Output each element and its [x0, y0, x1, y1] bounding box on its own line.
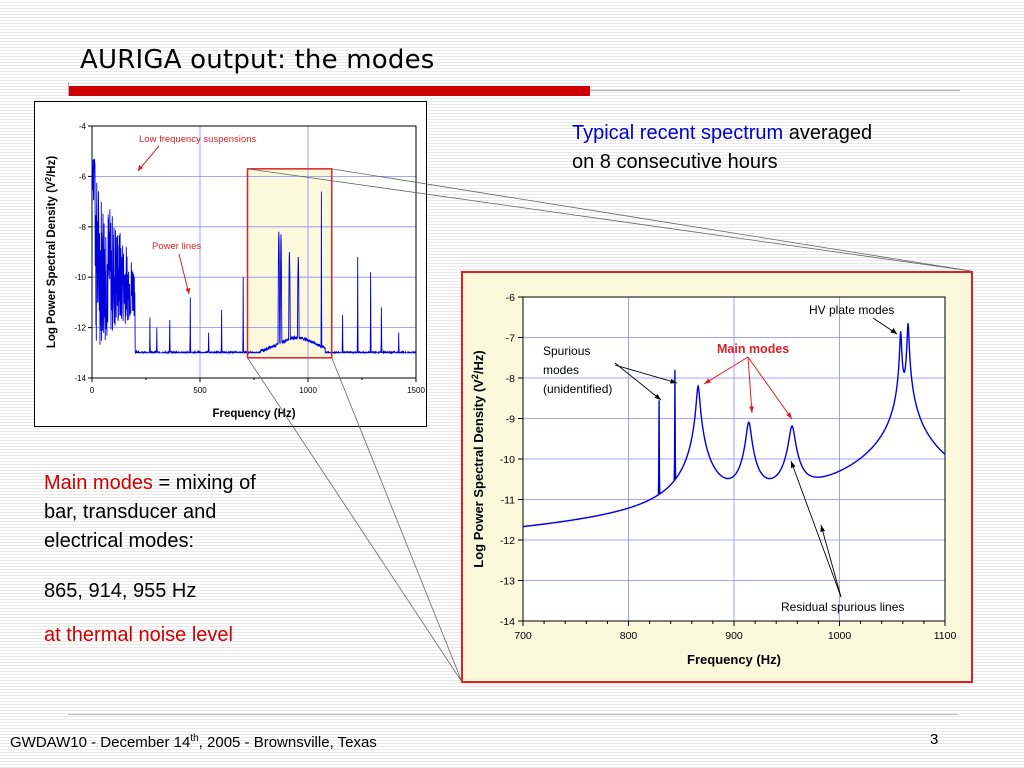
- title-underline-red: [68, 86, 590, 96]
- overview-ytick-label: -10: [74, 273, 86, 282]
- zoom-ytick-label: -13: [500, 576, 515, 588]
- overview-xtick-label: 1000: [299, 386, 317, 395]
- annotation-residual-arrowhead: [820, 525, 826, 532]
- footer-prefix: GWDAW10 - December 14: [10, 734, 191, 751]
- annotation-low-frequency-arrowhead: [138, 165, 143, 171]
- zoom-ytick-label: -7: [506, 333, 515, 345]
- annotation-main-modes-arrow: [747, 356, 793, 420]
- zoom-chart: 700 800 900 1000 1100 -6 -7 -8 -9 -10 -11 -12 -13 -14…: [461, 271, 973, 683]
- annotation-residual: Residual spurious lines: [781, 600, 904, 614]
- main-modes-line3: electrical modes:: [44, 530, 195, 552]
- spectrum-note: Typical recent spectrum averaged on 8 co…: [572, 119, 992, 177]
- zoom-xtick-label: 900: [725, 630, 743, 642]
- annotation-spurious: Spurious: [543, 344, 590, 358]
- overview-ytick-label: -6: [79, 172, 87, 181]
- annotation-main-modes-arrow: [747, 356, 753, 414]
- zoom-ytick-label: -8: [506, 373, 515, 385]
- annotation-spurious: (unidentified): [543, 382, 612, 396]
- main-modes-description: Main modes = mixing of bar, transducer a…: [44, 469, 344, 556]
- annotation-residual-arrowhead: [791, 461, 796, 468]
- zoom-ytick-label: -11: [501, 495, 516, 507]
- title-underline-gray: [590, 90, 960, 91]
- zoom-xtick-label: 700: [514, 630, 532, 642]
- annotation-hv-plate: HV plate modes: [809, 303, 894, 317]
- footer-sup: th: [190, 733, 199, 744]
- connector-top-right: [331, 168, 972, 272]
- zoom-xtick-label: 1000: [828, 630, 852, 642]
- annotation-low-frequency: Low frequency suspensions: [139, 134, 256, 145]
- zoom-xtick-label: 1100: [934, 630, 957, 642]
- main-modes-freqs: 865, 914, 955 Hz: [44, 580, 197, 602]
- annotation-power-lines-arrow: [178, 253, 190, 295]
- page-number: 3: [930, 731, 939, 748]
- zoom-ytick-label: -12: [500, 535, 515, 547]
- zoom-spectrum-line: [522, 323, 946, 528]
- footer-text: GWDAW10 - December 14th, 2005 - Brownsvi…: [10, 733, 377, 751]
- annotation-spurious-arrowhead: [670, 378, 677, 384]
- footer-divider: [68, 714, 958, 715]
- annotation-low-frequency-arrow: [137, 145, 160, 172]
- annotation-main-modes-arrowhead: [786, 412, 792, 419]
- annotation-spurious-arrowhead: [654, 394, 661, 400]
- overview-ytick-label: -14: [74, 374, 86, 383]
- overview-xtick-label: 0: [90, 386, 95, 395]
- annotation-main-modes-arrowhead: [749, 406, 754, 413]
- spectrum-note-blue: Typical recent spectrum: [572, 122, 784, 144]
- main-modes-line2: bar, transducer and: [44, 501, 217, 523]
- annotation-main-modes-arrowhead: [704, 378, 711, 384]
- zoom-xtick-label: 800: [620, 630, 638, 642]
- overview-ytick-label: -8: [79, 223, 87, 232]
- zoom-ytick-label: -10: [500, 454, 515, 466]
- annotation-main-modes-arrow: [703, 356, 749, 385]
- annotation-spurious: modes: [543, 363, 579, 377]
- annotation-spurious-arrow: [614, 364, 678, 384]
- annotation-power-lines: Power lines: [152, 241, 201, 252]
- spectrum-note-rest: averaged: [783, 122, 873, 144]
- overview-xlabel: Frequency (Hz): [212, 408, 295, 420]
- main-modes-red: Main modes: [44, 472, 153, 494]
- annotation-residual-arrow: [820, 524, 842, 598]
- main-modes-rest: = mixing of: [152, 472, 256, 494]
- annotation-power-lines-arrowhead: [185, 288, 191, 294]
- spectrum-note-line2: on 8 consecutive hours: [572, 151, 778, 173]
- thermal-noise-text: at thermal noise level: [44, 624, 233, 646]
- annotation-main-modes: Main modes: [717, 342, 789, 356]
- overview-ytick-label: -12: [74, 324, 86, 333]
- overview-xtick-label: 1500: [407, 386, 425, 395]
- overview-spectrum-line: [91, 156, 417, 355]
- annotation-residual-arrow: [790, 460, 842, 598]
- slide-title: AURIGA output: the modes: [80, 45, 435, 75]
- annotation-hv-plate-arrowhead: [890, 328, 897, 334]
- overview-ylabel: Log Power Spectral Density (V2/Hz): [44, 156, 58, 349]
- footer-suffix: , 2005 - Brownsville, Texas: [198, 734, 377, 751]
- zoom-ytick-label: -14: [500, 616, 515, 628]
- overview-chart: 0 500 1000 1500 -4 -6 -8 -10 -12 -14 Low frequency…: [34, 101, 427, 427]
- zoom-xlabel: Frequency (Hz): [687, 652, 781, 667]
- overview-xtick-label: 500: [193, 386, 207, 395]
- zoom-ylabel: Log Power Spectral Density (V2/Hz): [470, 350, 486, 567]
- zoom-ytick-label: -6: [506, 292, 515, 304]
- title-underline-left: [68, 82, 69, 96]
- zoom-ytick-label: -9: [506, 414, 515, 426]
- annotation-spurious-arrow: [614, 362, 662, 401]
- overview-ytick-label: -4: [79, 122, 87, 131]
